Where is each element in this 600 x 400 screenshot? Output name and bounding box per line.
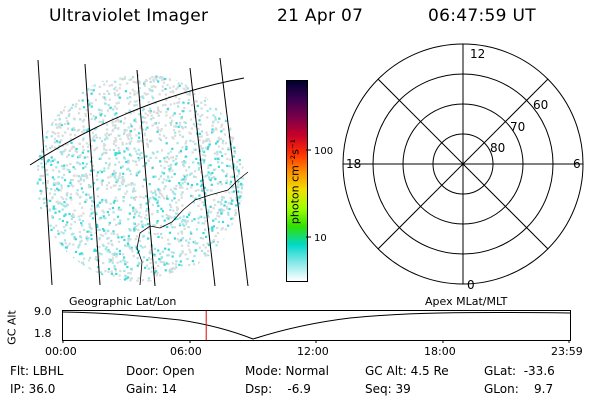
gain-info: Gain: 14: [126, 382, 177, 396]
mlat-70-label: 70: [510, 120, 525, 134]
instrument-title: Ultraviolet Imager: [49, 6, 209, 26]
auroral-image-data: [36, 74, 244, 282]
colorbar-ticks: 100 10: [306, 146, 333, 244]
mlat-80-label: 80: [490, 141, 505, 155]
geographic-image-map: [29, 57, 249, 287]
polar-mlat-mlt-plot: 12 18 6 0 60 70 80: [342, 43, 584, 292]
mlat-60-label: 60: [533, 98, 548, 112]
mlt-18-label: 18: [346, 157, 361, 171]
timeline-ymax: 9.0: [34, 305, 52, 318]
door-info: Door: Open: [126, 364, 195, 378]
timeline-right-caption: Apex MLat/MLT: [425, 295, 508, 308]
mlt-6-label: 6: [573, 157, 581, 171]
altitude-curve: [62, 311, 571, 340]
ip-info: IP: 36.0: [10, 382, 56, 396]
glat-info: GLat: -33.6: [484, 364, 555, 378]
mlt-12-label: 12: [470, 47, 485, 61]
colorbar-unit-label: photon cm⁻²s⁻¹: [288, 138, 302, 225]
dsp-info: Dsp: -6.9: [245, 382, 311, 396]
mlt-0-label: 0: [467, 278, 475, 292]
timeline-ticks: [62, 340, 570, 343]
seq-info: Seq: 39: [365, 382, 411, 396]
filter-info: Flt: LBHL: [10, 364, 64, 378]
gc-alt-info: GC Alt: 4.5 Re: [365, 364, 449, 378]
tick-00-00: 00:00: [45, 345, 77, 358]
timeline-axis-label: GC Alt: [5, 310, 19, 345]
time-label: 06:47:59 UT: [428, 6, 536, 26]
altitude-timeline: [62, 310, 571, 343]
timeline-frame: [62, 310, 571, 341]
tick-18-00: 18:00: [424, 345, 456, 358]
tick-06-00: 06:00: [170, 345, 202, 358]
colorbar-tick-100: 100: [314, 146, 333, 157]
coastline: [136, 171, 249, 286]
colorbar: [286, 80, 308, 282]
lat-lon-grid: [29, 57, 249, 287]
mode-info: Mode: Normal: [245, 364, 329, 378]
colorbar-tick-10: 10: [314, 233, 327, 244]
tick-23-59: 23:59: [551, 345, 583, 358]
date-label: 21 Apr 07: [277, 6, 364, 26]
timeline-ymin: 1.8: [34, 327, 52, 340]
diagonal-2: [377, 78, 549, 250]
tick-12-00: 12:00: [297, 345, 329, 358]
timeline-left-caption: Geographic Lat/Lon: [69, 295, 177, 308]
glon-info: GLon: 9.7: [484, 382, 554, 396]
